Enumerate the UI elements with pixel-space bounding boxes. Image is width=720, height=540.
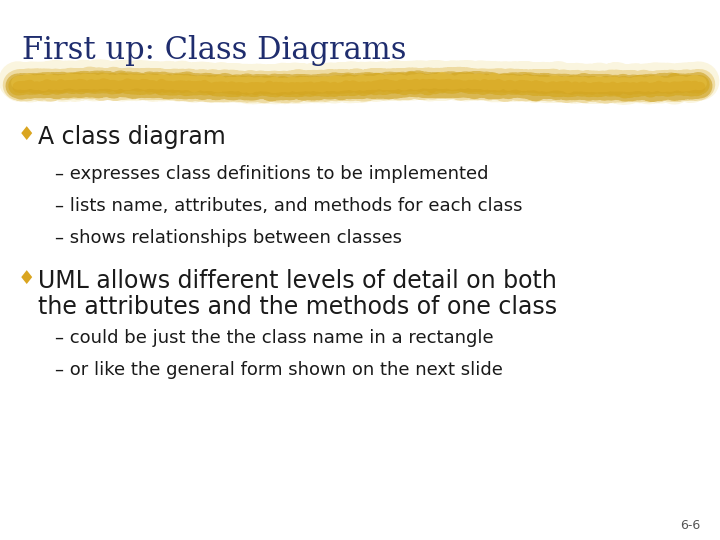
Text: A class diagram: A class diagram: [38, 125, 226, 149]
Text: – could be just the the class name in a rectangle: – could be just the the class name in a …: [55, 329, 494, 347]
Text: ♦: ♦: [18, 269, 35, 288]
Text: – or like the general form shown on the next slide: – or like the general form shown on the …: [55, 361, 503, 379]
Text: – lists name, attributes, and methods for each class: – lists name, attributes, and methods fo…: [55, 197, 523, 215]
Text: UML allows different levels of detail on both: UML allows different levels of detail on…: [38, 269, 557, 293]
Text: 6-6: 6-6: [680, 519, 700, 532]
Text: ♦: ♦: [18, 125, 35, 144]
Text: First up: Class Diagrams: First up: Class Diagrams: [22, 35, 407, 66]
Text: – expresses class definitions to be implemented: – expresses class definitions to be impl…: [55, 165, 488, 183]
Text: – shows relationships between classes: – shows relationships between classes: [55, 229, 402, 247]
Text: the attributes and the methods of one class: the attributes and the methods of one cl…: [38, 295, 557, 319]
